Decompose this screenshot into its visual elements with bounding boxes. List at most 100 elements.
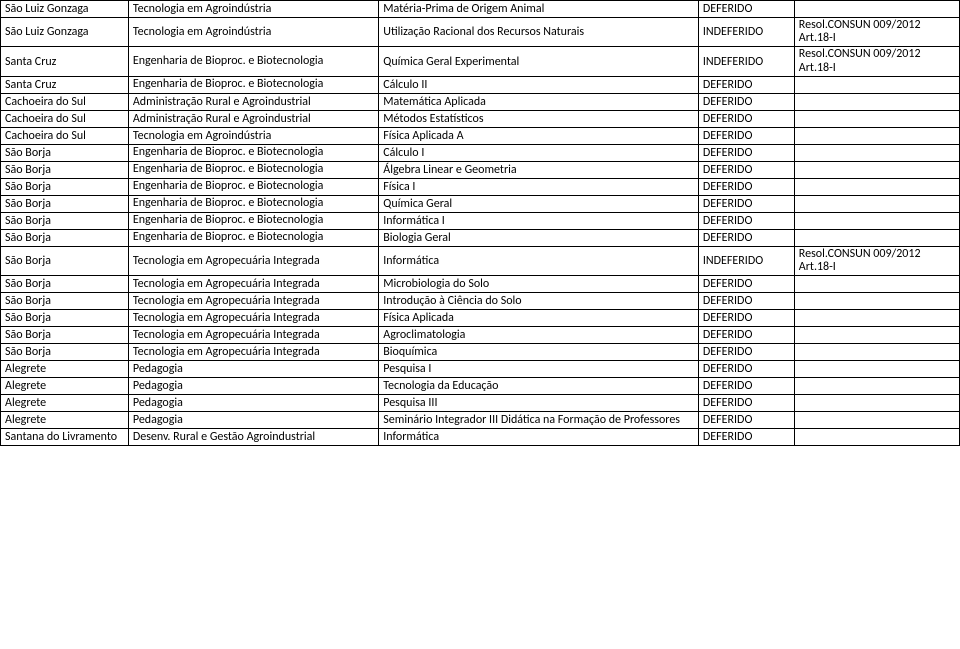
cell-course: Engenharia de Bioproc. e Biotecnologia: [128, 178, 378, 195]
cell-note: [794, 1, 959, 18]
cell-status: DEFERIDO: [698, 327, 794, 344]
table-row: São BorjaTecnologia em Agropecuária Inte…: [1, 344, 960, 361]
cell-status: DEFERIDO: [698, 161, 794, 178]
cell-course: Administração Rural e Agroindustrial: [128, 110, 378, 127]
cell-subject: Informática: [379, 429, 699, 446]
cell-subject: Matéria-Prima de Origem Animal: [379, 1, 699, 18]
cell-location: Alegrete: [1, 361, 129, 378]
cell-subject: Álgebra Linear e Geometria: [379, 161, 699, 178]
table-row: Cachoeira do SulAdministração Rural e Ag…: [1, 110, 960, 127]
cell-note: [794, 378, 959, 395]
cell-note: Resol.CONSUN 009/2012 Art.18-I: [794, 47, 959, 76]
cell-course: Desenv. Rural e Gestão Agroindustrial: [128, 429, 378, 446]
cell-course: Administração Rural e Agroindustrial: [128, 93, 378, 110]
cell-location: Cachoeira do Sul: [1, 93, 129, 110]
cell-subject: Matemática Aplicada: [379, 93, 699, 110]
cell-subject: Física Aplicada A: [379, 127, 699, 144]
table-row: São BorjaEngenharia de Bioproc. e Biotec…: [1, 161, 960, 178]
cell-course: Tecnologia em Agropecuária Integrada: [128, 276, 378, 293]
cell-course: Tecnologia em Agropecuária Integrada: [128, 293, 378, 310]
cell-status: DEFERIDO: [698, 178, 794, 195]
cell-location: São Borja: [1, 344, 129, 361]
cell-location: São Borja: [1, 229, 129, 246]
cell-location: São Luiz Gonzaga: [1, 18, 129, 47]
cell-status: DEFERIDO: [698, 144, 794, 161]
table-body: São Luiz GonzagaTecnologia em Agroindúst…: [1, 1, 960, 446]
cell-subject: Introdução à Ciência do Solo: [379, 293, 699, 310]
cell-location: São Borja: [1, 327, 129, 344]
table-row: São Luiz GonzagaTecnologia em Agroindúst…: [1, 1, 960, 18]
cell-note: [794, 127, 959, 144]
data-table: São Luiz GonzagaTecnologia em Agroindúst…: [0, 0, 960, 446]
cell-location: São Borja: [1, 310, 129, 327]
cell-note: [794, 293, 959, 310]
cell-status: DEFERIDO: [698, 110, 794, 127]
cell-status: DEFERIDO: [698, 1, 794, 18]
table-row: São Luiz GonzagaTecnologia em Agroindúst…: [1, 18, 960, 47]
table-row: AlegretePedagogiaTecnologia da EducaçãoD…: [1, 378, 960, 395]
cell-note: [794, 327, 959, 344]
cell-location: Santa Cruz: [1, 47, 129, 76]
cell-subject: Utilização Racional dos Recursos Naturai…: [379, 18, 699, 47]
cell-note: [794, 110, 959, 127]
cell-location: São Borja: [1, 293, 129, 310]
cell-status: DEFERIDO: [698, 395, 794, 412]
cell-location: Santana do Livramento: [1, 429, 129, 446]
cell-subject: Seminário Integrador III Didática na For…: [379, 412, 699, 429]
cell-subject: Física I: [379, 178, 699, 195]
cell-course: Engenharia de Bioproc. e Biotecnologia: [128, 212, 378, 229]
cell-course: Pedagogia: [128, 395, 378, 412]
table-row: São BorjaEngenharia de Bioproc. e Biotec…: [1, 144, 960, 161]
cell-subject: Métodos Estatísticos: [379, 110, 699, 127]
table-row: São BorjaTecnologia em Agropecuária Inte…: [1, 327, 960, 344]
cell-status: DEFERIDO: [698, 276, 794, 293]
cell-note: [794, 93, 959, 110]
table-row: Cachoeira do SulTecnologia em Agroindúst…: [1, 127, 960, 144]
cell-note: [794, 195, 959, 212]
table-row: AlegretePedagogiaPesquisa IIIDEFERIDO: [1, 395, 960, 412]
cell-status: INDEFERIDO: [698, 246, 794, 275]
cell-course: Engenharia de Bioproc. e Biotecnologia: [128, 161, 378, 178]
cell-status: DEFERIDO: [698, 412, 794, 429]
cell-note: [794, 310, 959, 327]
cell-location: São Borja: [1, 246, 129, 275]
table-row: São BorjaTecnologia em Agropecuária Inte…: [1, 276, 960, 293]
cell-subject: Informática: [379, 246, 699, 275]
cell-course: Engenharia de Bioproc. e Biotecnologia: [128, 229, 378, 246]
cell-subject: Cálculo I: [379, 144, 699, 161]
cell-location: São Borja: [1, 144, 129, 161]
table-row: Santa CruzEngenharia de Bioproc. e Biote…: [1, 47, 960, 76]
cell-status: INDEFERIDO: [698, 47, 794, 76]
cell-subject: Física Aplicada: [379, 310, 699, 327]
table-row: São BorjaTecnologia em Agropecuária Inte…: [1, 293, 960, 310]
cell-note: [794, 276, 959, 293]
cell-location: São Borja: [1, 212, 129, 229]
table-row: São BorjaTecnologia em Agropecuária Inte…: [1, 310, 960, 327]
cell-status: INDEFERIDO: [698, 18, 794, 47]
cell-note: [794, 76, 959, 93]
table-row: São BorjaEngenharia de Bioproc. e Biotec…: [1, 212, 960, 229]
cell-course: Tecnologia em Agropecuária Integrada: [128, 310, 378, 327]
cell-location: São Borja: [1, 161, 129, 178]
cell-status: DEFERIDO: [698, 229, 794, 246]
table-row: Santa CruzEngenharia de Bioproc. e Biote…: [1, 76, 960, 93]
cell-course: Tecnologia em Agropecuária Integrada: [128, 327, 378, 344]
cell-location: Alegrete: [1, 378, 129, 395]
table-row: São BorjaEngenharia de Bioproc. e Biotec…: [1, 229, 960, 246]
cell-note: [794, 161, 959, 178]
table-row: São BorjaEngenharia de Bioproc. e Biotec…: [1, 178, 960, 195]
cell-status: DEFERIDO: [698, 93, 794, 110]
cell-subject: Química Geral: [379, 195, 699, 212]
cell-note: Resol.CONSUN 009/2012 Art.18-I: [794, 246, 959, 275]
cell-status: DEFERIDO: [698, 76, 794, 93]
cell-note: [794, 395, 959, 412]
cell-note: [794, 429, 959, 446]
cell-subject: Química Geral Experimental: [379, 47, 699, 76]
cell-location: Cachoeira do Sul: [1, 127, 129, 144]
cell-status: DEFERIDO: [698, 378, 794, 395]
cell-subject: Pesquisa I: [379, 361, 699, 378]
cell-subject: Biologia Geral: [379, 229, 699, 246]
cell-status: DEFERIDO: [698, 212, 794, 229]
cell-course: Engenharia de Bioproc. e Biotecnologia: [128, 76, 378, 93]
cell-course: Tecnologia em Agropecuária Integrada: [128, 246, 378, 275]
